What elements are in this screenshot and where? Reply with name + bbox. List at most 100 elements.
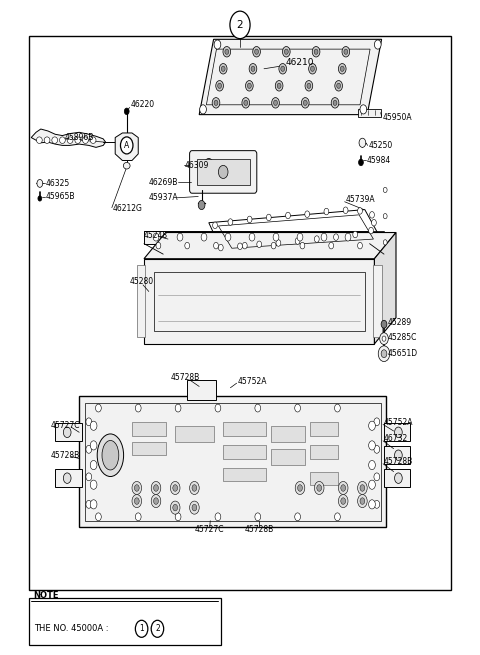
Text: A: A <box>124 141 129 150</box>
Circle shape <box>132 495 142 508</box>
Circle shape <box>359 138 366 147</box>
Circle shape <box>281 66 285 71</box>
Circle shape <box>298 485 302 491</box>
Circle shape <box>154 485 158 491</box>
Circle shape <box>249 64 257 74</box>
Circle shape <box>358 208 362 214</box>
Circle shape <box>86 445 92 453</box>
Text: 45248: 45248 <box>144 231 168 240</box>
Circle shape <box>374 418 380 426</box>
Bar <box>85 403 381 521</box>
Circle shape <box>173 504 178 511</box>
Bar <box>137 265 145 337</box>
Circle shape <box>311 66 314 71</box>
Circle shape <box>305 81 312 91</box>
Circle shape <box>214 100 218 105</box>
Circle shape <box>213 222 217 229</box>
Circle shape <box>223 47 230 57</box>
Bar <box>271 449 305 465</box>
Circle shape <box>255 404 261 412</box>
Circle shape <box>395 473 402 483</box>
Circle shape <box>345 233 351 241</box>
Text: 46210: 46210 <box>286 58 314 67</box>
Circle shape <box>170 481 180 495</box>
Text: 45965B: 45965B <box>46 192 75 201</box>
Circle shape <box>358 481 367 495</box>
Text: 45651D: 45651D <box>388 349 418 358</box>
Text: 2: 2 <box>155 624 160 633</box>
Circle shape <box>336 83 340 88</box>
Circle shape <box>90 480 97 489</box>
Circle shape <box>90 441 97 450</box>
Circle shape <box>340 66 344 71</box>
Bar <box>187 380 216 400</box>
Circle shape <box>382 336 386 341</box>
Bar <box>79 396 386 527</box>
Circle shape <box>134 498 139 504</box>
Circle shape <box>245 81 253 91</box>
Circle shape <box>228 219 233 225</box>
Circle shape <box>219 64 227 74</box>
Circle shape <box>214 40 221 49</box>
Circle shape <box>295 481 305 495</box>
Circle shape <box>257 241 262 248</box>
Circle shape <box>86 418 92 426</box>
Bar <box>310 445 338 458</box>
Polygon shape <box>31 129 106 147</box>
Circle shape <box>244 100 248 105</box>
Circle shape <box>198 200 205 210</box>
Polygon shape <box>199 39 382 115</box>
Text: 2: 2 <box>237 20 243 30</box>
Circle shape <box>374 500 380 508</box>
Circle shape <box>369 480 375 489</box>
Ellipse shape <box>75 137 81 143</box>
Text: 45250: 45250 <box>369 141 393 150</box>
Circle shape <box>282 47 290 57</box>
Circle shape <box>314 236 319 242</box>
Circle shape <box>276 240 281 246</box>
Circle shape <box>204 159 214 172</box>
Bar <box>223 422 266 436</box>
Text: 45285C: 45285C <box>388 333 417 342</box>
Circle shape <box>238 243 242 250</box>
Circle shape <box>96 513 101 521</box>
Circle shape <box>190 481 199 495</box>
Circle shape <box>274 100 277 105</box>
Bar <box>132 422 166 436</box>
Circle shape <box>277 83 281 88</box>
Bar <box>144 231 370 244</box>
Circle shape <box>342 47 349 57</box>
Circle shape <box>334 234 338 240</box>
Circle shape <box>333 100 337 105</box>
Circle shape <box>151 481 161 495</box>
Circle shape <box>63 473 71 483</box>
Circle shape <box>271 242 276 249</box>
Circle shape <box>381 350 387 358</box>
Circle shape <box>358 495 367 508</box>
Text: 46220: 46220 <box>131 100 155 109</box>
Circle shape <box>63 427 71 438</box>
Circle shape <box>154 498 158 504</box>
Circle shape <box>329 242 334 249</box>
Circle shape <box>341 485 346 491</box>
Circle shape <box>295 513 300 521</box>
Circle shape <box>38 196 42 201</box>
Circle shape <box>380 333 388 345</box>
Circle shape <box>341 498 346 504</box>
Bar <box>310 422 338 436</box>
Circle shape <box>369 441 375 450</box>
Circle shape <box>335 81 342 91</box>
Circle shape <box>321 233 327 241</box>
Text: NOTE: NOTE <box>34 591 59 600</box>
Circle shape <box>134 485 139 491</box>
Circle shape <box>369 421 375 430</box>
Ellipse shape <box>52 137 58 143</box>
Bar <box>29 598 221 645</box>
Bar <box>271 426 305 442</box>
Circle shape <box>266 214 271 221</box>
Bar <box>223 468 266 481</box>
Circle shape <box>353 231 358 238</box>
Ellipse shape <box>83 137 88 143</box>
Circle shape <box>230 11 250 39</box>
Bar <box>384 469 410 487</box>
